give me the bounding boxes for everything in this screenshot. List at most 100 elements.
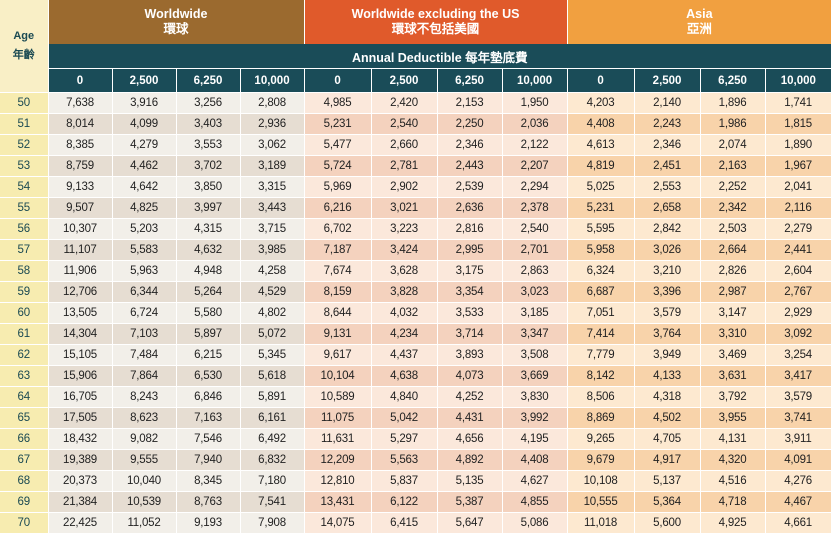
deductible-column-asia: 10,000 xyxy=(764,68,831,93)
premium-cell: 1,950 xyxy=(501,92,568,114)
premium-cell: 3,850 xyxy=(175,176,241,198)
premium-cell: 19,389 xyxy=(47,449,113,471)
group-header-zh: 環球 xyxy=(163,22,189,36)
premium-cell: 2,207 xyxy=(501,155,568,177)
premium-cell: 3,579 xyxy=(764,386,831,408)
premium-cell: 5,958 xyxy=(566,239,635,261)
premium-cell: 4,408 xyxy=(501,449,568,471)
age-cell: 55 xyxy=(0,197,49,219)
premium-cell: 2,250 xyxy=(436,113,503,135)
premium-cell: 6,344 xyxy=(111,281,177,303)
premium-cell: 2,243 xyxy=(633,113,701,135)
deductible-column-worldwide: 10,000 xyxy=(239,68,305,93)
premium-cell: 2,701 xyxy=(501,239,568,261)
premium-cell: 4,437 xyxy=(370,344,438,366)
premium-cell: 3,092 xyxy=(764,323,831,345)
premium-cell: 7,103 xyxy=(111,323,177,345)
premium-cell: 4,985 xyxy=(303,92,372,114)
premium-cell: 4,638 xyxy=(370,365,438,387)
table-row: 54 9,133 4,642 3,850 3,315 5,969 2,902 2,539 2,2… xyxy=(0,176,831,198)
premium-cell: 4,529 xyxy=(239,281,305,303)
premium-cell: 3,628 xyxy=(370,260,438,282)
premium-cell: 3,714 xyxy=(436,323,503,345)
premium-cell: 2,122 xyxy=(501,134,568,156)
premium-cell: 2,995 xyxy=(436,239,503,261)
premium-cell: 2,451 xyxy=(633,155,701,177)
premium-cell: 5,135 xyxy=(436,470,503,492)
premium-cell: 14,304 xyxy=(47,323,113,345)
premium-cell: 2,540 xyxy=(370,113,438,135)
premium-cell: 5,345 xyxy=(239,344,305,366)
premium-cell: 5,963 xyxy=(111,260,177,282)
premium-cell: 2,443 xyxy=(436,155,503,177)
premium-cell: 4,840 xyxy=(370,386,438,408)
deductible-column-asia: 2,500 xyxy=(633,68,701,93)
premium-cell: 4,133 xyxy=(633,365,701,387)
table-row: 50 7,638 3,916 3,256 2,808 4,985 2,420 2,153 1,9… xyxy=(0,92,831,114)
premium-cell: 17,505 xyxy=(47,407,113,429)
premium-cell: 5,042 xyxy=(370,407,438,429)
premium-cell: 3,508 xyxy=(501,344,568,366)
premium-cell: 4,252 xyxy=(436,386,503,408)
age-cell: 70 xyxy=(0,512,49,534)
premium-cell: 12,209 xyxy=(303,449,372,471)
premium-cell: 3,403 xyxy=(175,113,241,135)
premium-cell: 2,660 xyxy=(370,134,438,156)
premium-cell: 4,718 xyxy=(699,491,766,513)
premium-cell: 4,032 xyxy=(370,302,438,324)
premium-cell: 9,679 xyxy=(566,449,635,471)
premium-cell: 8,345 xyxy=(175,470,241,492)
premium-cell: 4,258 xyxy=(239,260,305,282)
premium-cell: 3,828 xyxy=(370,281,438,303)
premium-cell: 9,617 xyxy=(303,344,372,366)
premium-cell: 9,193 xyxy=(175,512,241,534)
table-row: 65 17,505 8,623 7,163 6,161 11,075 5,042 4,431 3… xyxy=(0,407,831,429)
premium-cell: 3,949 xyxy=(633,344,701,366)
premium-cell: 6,724 xyxy=(111,302,177,324)
age-header-zh: 年齡 xyxy=(12,49,35,61)
age-cell: 67 xyxy=(0,449,49,471)
premium-cell: 12,810 xyxy=(303,470,372,492)
premium-cell: 5,137 xyxy=(633,470,701,492)
premium-cell: 13,431 xyxy=(303,491,372,513)
premium-cell: 6,415 xyxy=(370,512,438,534)
age-cell: 62 xyxy=(0,344,49,366)
premium-cell: 3,715 xyxy=(239,218,305,240)
premium-cell: 3,830 xyxy=(501,386,568,408)
premium-cell: 1,815 xyxy=(764,113,831,135)
table-row: 61 14,304 7,103 5,897 5,072 9,131 4,234 3,714 3,… xyxy=(0,323,831,345)
premium-cell: 3,062 xyxy=(239,134,305,156)
premium-cell: 2,346 xyxy=(633,134,701,156)
premium-cell: 2,553 xyxy=(633,176,701,198)
premium-cell: 4,917 xyxy=(633,449,701,471)
premium-cell: 1,741 xyxy=(764,92,831,114)
premium-cell: 5,025 xyxy=(566,176,635,198)
premium-cell: 8,644 xyxy=(303,302,372,324)
premium-cell: 5,563 xyxy=(370,449,438,471)
premium-cell: 4,408 xyxy=(566,113,635,135)
premium-cell: 4,131 xyxy=(699,428,766,450)
premium-cell: 10,589 xyxy=(303,386,372,408)
premium-cell: 9,082 xyxy=(111,428,177,450)
premium-cell: 8,506 xyxy=(566,386,635,408)
premium-cell: 1,896 xyxy=(699,92,766,114)
premium-cell: 6,324 xyxy=(566,260,635,282)
premium-cell: 2,441 xyxy=(764,239,831,261)
age-cell: 65 xyxy=(0,407,49,429)
premium-cell: 3,315 xyxy=(239,176,305,198)
premium-cell: 4,276 xyxy=(764,470,831,492)
premium-cell: 2,036 xyxy=(501,113,568,135)
premium-cell: 2,252 xyxy=(699,176,766,198)
table-row: 70 22,425 11,052 9,193 7,908 14,075 6,415 5,647… xyxy=(0,512,831,534)
premium-cell: 6,702 xyxy=(303,218,372,240)
premium-cell: 5,583 xyxy=(111,239,177,261)
premium-cell: 2,936 xyxy=(239,113,305,135)
premium-cell: 10,555 xyxy=(566,491,635,513)
premium-cell: 4,642 xyxy=(111,176,177,198)
premium-cell: 5,364 xyxy=(633,491,701,513)
premium-cell: 1,986 xyxy=(699,113,766,135)
premium-cell: 2,153 xyxy=(436,92,503,114)
premium-cell: 4,315 xyxy=(175,218,241,240)
premium-cell: 2,902 xyxy=(370,176,438,198)
